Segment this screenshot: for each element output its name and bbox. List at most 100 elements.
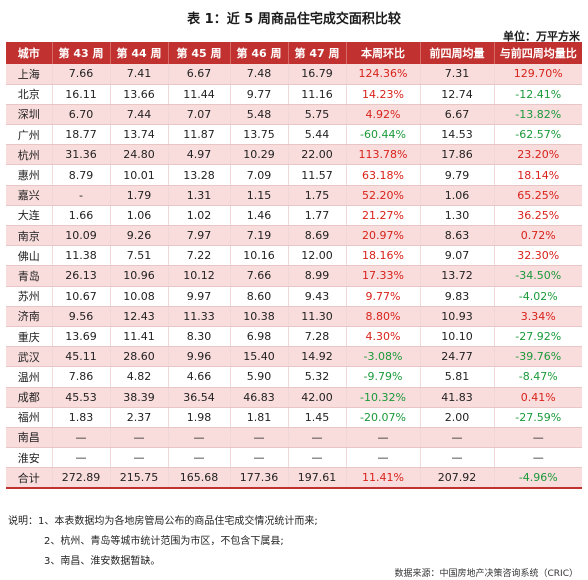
cell-week-45: 7.22 bbox=[168, 245, 231, 267]
table-row: 成都 45.53 38.39 36.54 46.83 42.00 -10.32% 41.83 0… bbox=[6, 387, 582, 408]
cell-week-46: 7.66 bbox=[230, 265, 289, 287]
cell-week-47: — bbox=[288, 427, 347, 449]
cell-week-45: 4.97 bbox=[168, 144, 231, 166]
cell-four-week-avg: 9.79 bbox=[420, 164, 495, 186]
header-week-46: 第 46 周 bbox=[230, 42, 289, 64]
cell-week-44: 10.01 bbox=[110, 164, 169, 186]
cell-week-43: 8.79 bbox=[52, 164, 111, 186]
cell-week-43: 11.38 bbox=[52, 245, 111, 267]
cell-week-44: 11.41 bbox=[110, 326, 169, 348]
cell-city: 上海 bbox=[6, 64, 53, 85]
cell-week-47: 8.69 bbox=[288, 225, 347, 247]
cell-four-week-avg: 9.83 bbox=[420, 286, 495, 307]
cell-week-47: 12.00 bbox=[288, 245, 347, 267]
cell-week-47: 42.00 bbox=[288, 387, 347, 408]
cell-week-44: 24.80 bbox=[110, 144, 169, 166]
table-row: 杭州 31.36 24.80 4.97 10.29 22.00 113.78% 17.86 23… bbox=[6, 144, 582, 166]
cell-four-week-avg: 24.77 bbox=[420, 346, 495, 368]
cell-week-45: 1.98 bbox=[168, 407, 231, 428]
cell-week-44: — bbox=[110, 427, 169, 449]
cell-week-45: 10.12 bbox=[168, 265, 231, 287]
cell-city: 成都 bbox=[6, 387, 53, 408]
cell-city: 杭州 bbox=[6, 144, 53, 166]
cell-week-43: 10.67 bbox=[52, 286, 111, 307]
cell-week-43: 26.13 bbox=[52, 265, 111, 287]
cell-week-over-week: 14.23% bbox=[346, 84, 421, 105]
cell-week-44: 2.37 bbox=[110, 407, 169, 428]
cell-week-47: 14.92 bbox=[288, 346, 347, 368]
cell-week-47: 11.57 bbox=[288, 164, 347, 186]
cell-city: 嘉兴 bbox=[6, 185, 53, 206]
table-row: 佛山 11.38 7.51 7.22 10.16 12.00 18.16% 9.07 32.30… bbox=[6, 245, 582, 267]
cell-week-45: — bbox=[168, 447, 231, 469]
cell-vs-four-week-avg: -39.76% bbox=[494, 346, 582, 368]
cell-vs-four-week-avg: 36.25% bbox=[494, 205, 582, 227]
cell-week-43: - bbox=[52, 185, 111, 206]
header-city: 城市 bbox=[6, 42, 53, 64]
cell-city: 淮安 bbox=[6, 447, 53, 469]
cell-vs-four-week-avg: 65.25% bbox=[494, 185, 582, 206]
cell-week-45: 4.66 bbox=[168, 366, 231, 388]
cell-city: 惠州 bbox=[6, 164, 53, 186]
cell-week-45: 165.68 bbox=[168, 467, 231, 489]
cell-city: 武汉 bbox=[6, 346, 53, 368]
cell-four-week-avg: 8.63 bbox=[420, 225, 495, 247]
header-week-over-week: 本周环比 bbox=[346, 42, 421, 64]
cell-vs-four-week-avg: 129.70% bbox=[494, 64, 582, 85]
cell-week-43: 45.53 bbox=[52, 387, 111, 408]
cell-week-44: 4.82 bbox=[110, 366, 169, 388]
cell-week-over-week: 20.97% bbox=[346, 225, 421, 247]
cell-week-45: 8.30 bbox=[168, 326, 231, 348]
cell-week-44: 28.60 bbox=[110, 346, 169, 368]
cell-week-over-week: 52.20% bbox=[346, 185, 421, 206]
cell-week-44: 12.43 bbox=[110, 306, 169, 327]
header-vs-four-week-avg: 与前四周均量比 bbox=[499, 47, 577, 60]
cell-week-43: 7.66 bbox=[52, 64, 111, 85]
cell-city: 南京 bbox=[6, 225, 53, 247]
cell-week-43: 16.11 bbox=[52, 84, 111, 105]
table-total-row: 合计 272.89 215.75 165.68 177.36 197.61 11.41% 20… bbox=[6, 467, 582, 489]
cell-week-43: 7.86 bbox=[52, 366, 111, 388]
cell-city: 佛山 bbox=[6, 245, 53, 267]
cell-week-47: 9.43 bbox=[288, 286, 347, 307]
cell-city: 北京 bbox=[6, 84, 53, 105]
cell-week-45: 9.97 bbox=[168, 286, 231, 307]
cell-week-46: 10.29 bbox=[230, 144, 289, 166]
cell-week-46: 10.38 bbox=[230, 306, 289, 327]
cell-week-47: 1.75 bbox=[288, 185, 347, 206]
cell-week-43: 272.89 bbox=[52, 467, 111, 489]
cell-week-44: 1.06 bbox=[110, 205, 169, 227]
cell-week-46: 5.48 bbox=[230, 104, 289, 126]
cell-four-week-avg: 12.74 bbox=[420, 84, 495, 105]
cell-week-43: — bbox=[52, 427, 111, 449]
cell-week-47: 8.99 bbox=[288, 265, 347, 287]
cell-week-46: 7.19 bbox=[230, 225, 289, 247]
cell-city: 大连 bbox=[6, 205, 53, 227]
cell-week-46: 9.77 bbox=[230, 84, 289, 105]
cell-week-46: 1.15 bbox=[230, 185, 289, 206]
cell-vs-four-week-avg: -8.47% bbox=[494, 366, 582, 388]
cell-week-45: 36.54 bbox=[168, 387, 231, 408]
unit-label: 单位：万平方米 bbox=[503, 30, 580, 43]
cell-week-over-week: — bbox=[346, 427, 421, 449]
cell-four-week-avg: 7.31 bbox=[420, 64, 495, 85]
cell-four-week-avg: 6.67 bbox=[420, 104, 495, 126]
cell-week-44: 9.26 bbox=[110, 225, 169, 247]
cell-week-45: 11.44 bbox=[168, 84, 231, 105]
header-week-45: 第 45 周 bbox=[168, 42, 231, 64]
cell-week-46: 46.83 bbox=[230, 387, 289, 408]
table-row: 青岛 26.13 10.96 10.12 7.66 8.99 17.33% 13.72 -34.… bbox=[6, 265, 582, 287]
cell-vs-four-week-avg: -27.92% bbox=[494, 326, 582, 348]
cell-week-46: 6.98 bbox=[230, 326, 289, 348]
cell-week-47: 5.75 bbox=[288, 104, 347, 126]
cell-city: 合计 bbox=[6, 467, 53, 489]
cell-vs-four-week-avg: 3.34% bbox=[494, 306, 582, 327]
cell-week-45: 9.96 bbox=[168, 346, 231, 368]
cell-week-46: 10.16 bbox=[230, 245, 289, 267]
cell-week-over-week: 124.36% bbox=[346, 64, 421, 85]
table-row: 广州 18.77 13.74 11.87 13.75 5.44 -60.44% 14.53 -6… bbox=[6, 124, 582, 146]
cell-week-over-week: -3.08% bbox=[346, 346, 421, 368]
cell-week-over-week: 18.16% bbox=[346, 245, 421, 267]
cell-week-43: 10.09 bbox=[52, 225, 111, 247]
cell-week-43: 18.77 bbox=[52, 124, 111, 146]
